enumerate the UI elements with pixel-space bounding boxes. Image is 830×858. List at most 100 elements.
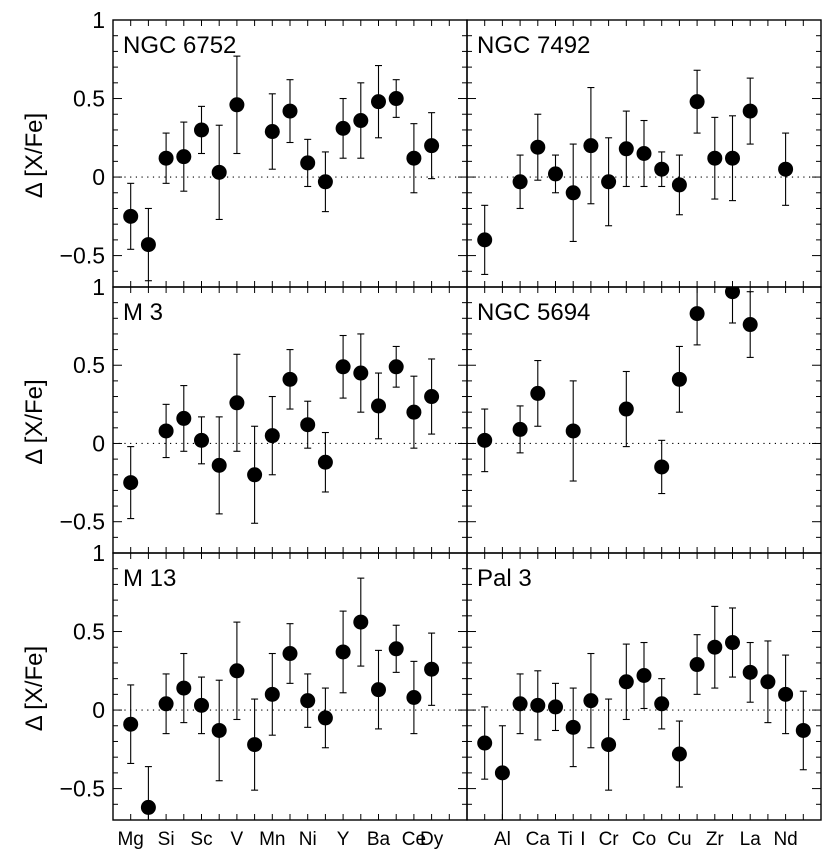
- data-point: [247, 737, 263, 753]
- data-point: [335, 644, 351, 660]
- panel-title: NGC 5694: [477, 299, 590, 326]
- xtick-label: Ca: [526, 829, 551, 850]
- xtick-label: Cr: [599, 829, 620, 850]
- xtick-label: Cu: [667, 829, 691, 850]
- panel-title: M 3: [123, 299, 163, 326]
- data-point: [123, 208, 139, 224]
- data-point: [654, 459, 670, 475]
- xtick-label: Ni: [299, 829, 317, 850]
- data-point: [406, 404, 422, 420]
- data-point: [671, 177, 687, 193]
- data-point: [194, 432, 209, 448]
- data-point: [140, 799, 156, 815]
- ytick-label: 0: [92, 697, 105, 723]
- data-point: [211, 164, 227, 180]
- xtick-label: La: [740, 829, 762, 850]
- data-point: [636, 146, 652, 161]
- panel-title: NGC 6752: [123, 32, 236, 59]
- xtick-label: Si: [158, 829, 175, 850]
- xtick-label: Co: [632, 829, 656, 850]
- data-point: [176, 680, 192, 696]
- data-point: [353, 113, 369, 129]
- data-point: [229, 395, 245, 411]
- panel-title: Pal 3: [477, 565, 532, 592]
- data-point: [264, 124, 280, 140]
- data-point: [530, 385, 546, 401]
- data-point: [742, 103, 758, 119]
- data-point: [778, 161, 794, 177]
- data-point: [707, 639, 723, 655]
- data-point: [264, 686, 280, 702]
- data-point: [565, 423, 581, 439]
- xtick-label: V: [231, 829, 244, 850]
- data-point: [618, 401, 634, 417]
- data-point: [353, 365, 369, 381]
- data-point: [317, 710, 333, 726]
- data-point: [725, 635, 740, 651]
- data-point: [565, 719, 581, 735]
- ytick-label: −0.5: [60, 776, 105, 802]
- data-point: [388, 641, 404, 657]
- data-point: [778, 686, 794, 702]
- data-point: [211, 457, 227, 473]
- ytick-label: 1: [92, 540, 105, 566]
- data-point: [742, 317, 758, 333]
- xtick-label: Zr: [706, 829, 725, 850]
- data-point: [388, 91, 404, 107]
- data-point: [194, 122, 209, 138]
- xtick-label: Mg: [117, 829, 143, 850]
- data-point: [371, 94, 386, 110]
- panel-6: Al Ca Ti I Cr Co Cu Zr La Nd Pal 3: [466, 552, 822, 850]
- data-point: [247, 467, 263, 483]
- ytick-label: 0: [92, 164, 105, 190]
- data-point: [671, 371, 687, 387]
- panel-title: M 13: [123, 565, 176, 592]
- panels: 1 0.5 0 −0.5 Δ [X/Fe] NGC 6752 NGC 7492 1 0.5 0 −0…: [21, 7, 822, 850]
- data-point: [353, 614, 369, 630]
- data-point: [264, 428, 280, 444]
- data-point: [371, 682, 386, 698]
- data-point: [725, 150, 740, 166]
- data-point: [158, 696, 174, 712]
- data-point: [424, 661, 440, 677]
- data-point: [689, 94, 705, 110]
- data-point: [512, 174, 528, 190]
- panel-3: 1 0.5 0 −0.5 Δ [X/Fe] M 3: [21, 274, 468, 554]
- data-point: [229, 663, 245, 679]
- panel-4: NGC 5694: [466, 286, 822, 554]
- data-point: [477, 735, 493, 751]
- data-point: [406, 689, 422, 705]
- y-axis-label: Δ [X/Fe]: [21, 379, 48, 464]
- data-point: [742, 664, 758, 680]
- data-point: [795, 722, 811, 738]
- data-point: [211, 722, 227, 738]
- data-point: [300, 693, 316, 709]
- data-point: [548, 166, 563, 182]
- data-point: [194, 697, 209, 713]
- data-points: [123, 333, 440, 524]
- xtick-label: Y: [337, 829, 350, 850]
- data-point: [424, 138, 440, 154]
- ytick-label: 0.5: [73, 352, 105, 378]
- data-point: [424, 389, 440, 405]
- ytick-label: 0: [92, 430, 105, 456]
- data-points: [123, 577, 440, 820]
- ytick-label: 0.5: [73, 619, 105, 645]
- data-point: [176, 410, 192, 426]
- data-point: [229, 97, 245, 113]
- ytick-label: −0.5: [60, 243, 105, 269]
- data-point: [494, 765, 510, 781]
- data-point: [317, 454, 333, 470]
- data-point: [176, 149, 192, 165]
- data-point: [583, 693, 599, 709]
- data-point: [477, 432, 493, 448]
- data-point: [406, 150, 422, 166]
- data-point: [530, 697, 546, 713]
- data-point: [512, 696, 528, 712]
- data-point: [158, 423, 174, 439]
- ytick-label: 1: [92, 7, 105, 33]
- data-point: [654, 696, 670, 712]
- panel-2: NGC 7492: [466, 19, 822, 288]
